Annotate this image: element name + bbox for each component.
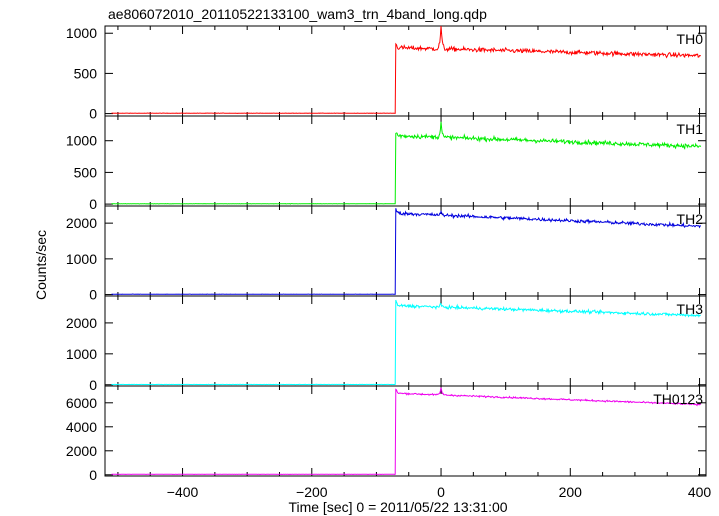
y-tick-label: 0 xyxy=(89,196,97,212)
y-tick-label: 4000 xyxy=(66,419,97,435)
chart-title: ae806072010_20110522133100_wam3_trn_4ban… xyxy=(108,6,487,22)
panel-frame xyxy=(104,385,707,477)
panel-frame xyxy=(104,25,707,117)
series-label-th2: TH2 xyxy=(677,211,704,227)
panel-th1: 0 500 1000 TH1 xyxy=(66,115,707,212)
series-line-th2 xyxy=(111,208,701,295)
series-label-th0123: TH0123 xyxy=(653,391,703,407)
y-tick-label: 0 xyxy=(89,287,97,303)
y-tick-label: 0 xyxy=(89,106,97,122)
y-tick-label: 1000 xyxy=(66,25,97,41)
y-tick-label: 6000 xyxy=(66,395,97,411)
x-tick-label: 0 xyxy=(437,484,445,500)
series-label-th3: TH3 xyxy=(677,301,704,317)
series-line-th0123 xyxy=(111,387,702,475)
series-label-th0: TH0 xyxy=(677,31,704,47)
y-tick-label: 0 xyxy=(89,377,97,393)
panel-frame xyxy=(104,115,707,207)
x-tick-label: 200 xyxy=(559,484,583,500)
series-line-th1 xyxy=(111,121,702,205)
x-tick-label: −200 xyxy=(296,484,328,500)
panel-th2: 0 1000 2000 TH2 xyxy=(66,205,707,303)
y-tick-label: 500 xyxy=(74,164,98,180)
panel-th0: 0 500 1000 TH0 xyxy=(66,25,707,122)
panel-th3: 0 1000 2000 TH3 xyxy=(66,295,707,393)
y-tick-label: 2000 xyxy=(66,443,97,459)
x-tick-label: −400 xyxy=(167,484,199,500)
y-tick-label: 2000 xyxy=(66,215,97,231)
series-line-th3 xyxy=(111,299,701,386)
y-tick-label: 1000 xyxy=(66,133,97,149)
x-tick-label: 400 xyxy=(688,484,712,500)
y-axis-label: Counts/sec xyxy=(33,230,49,300)
y-tick-label: 500 xyxy=(74,65,98,81)
panel-th0123: 0 2000 4000 6000 TH0123 −400 −200 0 200 400 xyxy=(66,385,712,500)
panel-frame xyxy=(104,295,707,387)
panel-frame xyxy=(104,205,707,297)
y-tick-label: 2000 xyxy=(66,315,97,331)
series-line-th0 xyxy=(111,25,701,114)
y-tick-label: 1000 xyxy=(66,346,97,362)
x-axis-label: Time [sec] 0 = 2011/05/22 13:31:00 xyxy=(288,499,507,515)
series-label-th1: TH1 xyxy=(677,121,704,137)
y-tick-label: 1000 xyxy=(66,251,97,267)
y-tick-label: 0 xyxy=(89,467,97,483)
